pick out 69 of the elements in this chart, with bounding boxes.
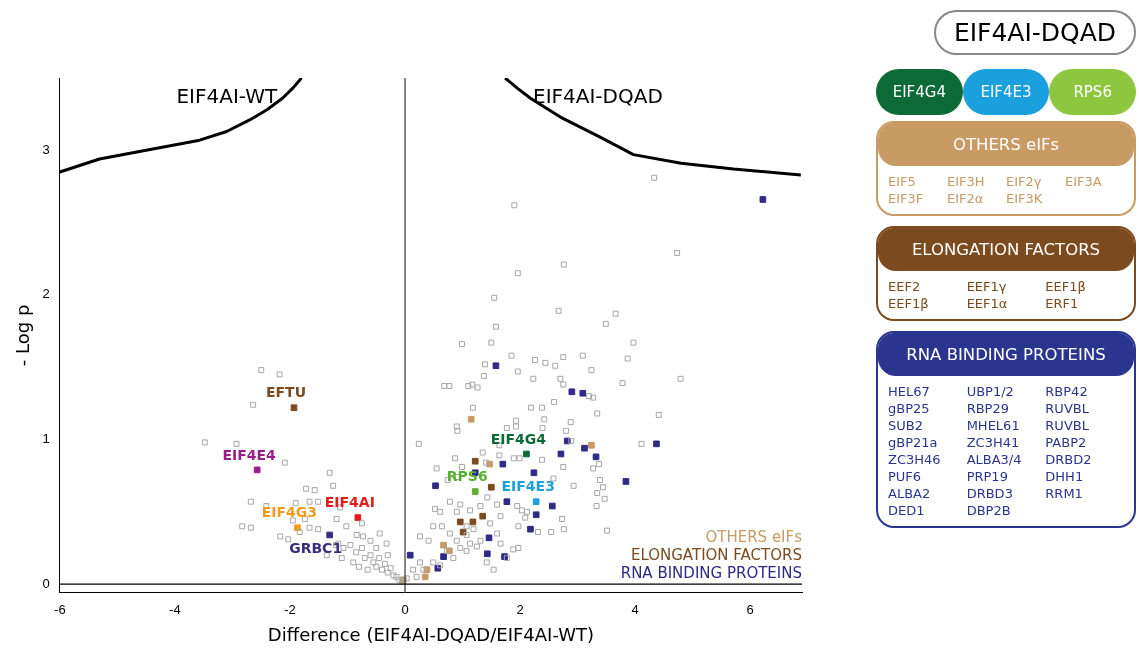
annotation: EIF4AI-WT [176,84,278,109]
series-label: RPS6 [446,468,488,485]
text: OTHERS eIFs [878,123,1134,166]
text: ELONGATION FACTORS [630,546,802,565]
category-label: EIF4G4 [876,69,963,115]
text: ALBA2 [888,486,932,501]
text: RNA BINDING PROTEINS [620,564,802,583]
text: DRBD3 [966,486,1014,501]
text: DRBD2 [1045,452,1093,467]
x-axis-title: Difference (EIF4AI-DQAD/EIF4AI-WT) [267,623,594,645]
text: MHEL61 [966,418,1021,433]
category-label: RPS6 [1049,69,1137,115]
text: HEL67 [888,384,931,399]
text: EEF1α [966,296,1009,311]
series-label: EIF4E3 [501,478,555,495]
x-tick-label: -6 [54,602,66,618]
series-label: EIF4E4 [222,446,277,463]
series-label: GRBC1 [289,539,343,556]
y-tick-label: 3 [42,141,50,157]
series-label: EIF4G4 [490,430,547,447]
text: gBP25 [888,401,931,416]
y-tick-label: 0 [42,575,50,591]
text: EIF2α [947,191,985,206]
text: PRP19 [966,469,1009,484]
text: EEF1γ [966,279,1008,294]
y-tick-label: 1 [42,431,50,447]
y-tick-label: 2 [42,286,50,302]
text: ZC3H41 [966,435,1021,450]
series-label: EFTU [265,384,307,401]
text: RUVBL [1045,418,1090,433]
text: PABP2 [1045,435,1088,450]
series-label: EIF4AI [324,494,375,511]
y-axis-title: - Log p [12,304,34,367]
series-label: EIF4G3 [261,504,318,521]
text: EEF1β [1045,279,1087,294]
text: ERF1 [1045,296,1080,311]
text: EIF2γ [1006,174,1043,189]
text: DED1 [888,503,926,518]
text: EIF3K [1006,191,1044,206]
text: OTHERS eIFs [705,528,803,547]
text: RBP42 [1045,384,1089,399]
x-tick-label: 6 [746,602,754,618]
text: SUB2 [888,418,924,433]
annotation: EIF4AI-DQAD [533,84,663,109]
text: RNA BINDING PROTEINS [878,333,1134,376]
text: EEF1β [888,296,930,311]
category-label: EIF4E3 [962,69,1050,115]
text: EIF3F [888,191,925,206]
x-tick-label: -2 [284,602,296,618]
text: DHH1 [1045,469,1085,484]
text: DBP2B [966,503,1012,518]
text: EIF3A [1065,174,1103,189]
text: RUVBL [1045,401,1090,416]
text: UBP1/2 [966,384,1015,399]
text: RBP29 [966,401,1010,416]
text: EIF5 [888,174,917,189]
text: gBP21a [888,435,939,450]
text: ALBA3/4 [966,452,1023,467]
text: PUF6 [888,469,923,484]
text: EIF4AI-DQAD [934,10,1136,55]
text: ZC3H46 [888,452,942,467]
text: EIF3H [947,174,986,189]
x-tick-label: -4 [169,602,181,618]
x-tick-label: 0 [401,602,409,618]
x-tick-label: 4 [631,602,639,618]
text: EEF2 [888,279,922,294]
x-tick-label: 2 [516,602,524,618]
text: ELONGATION FACTORS [878,228,1134,271]
text: RRM1 [1045,486,1084,501]
